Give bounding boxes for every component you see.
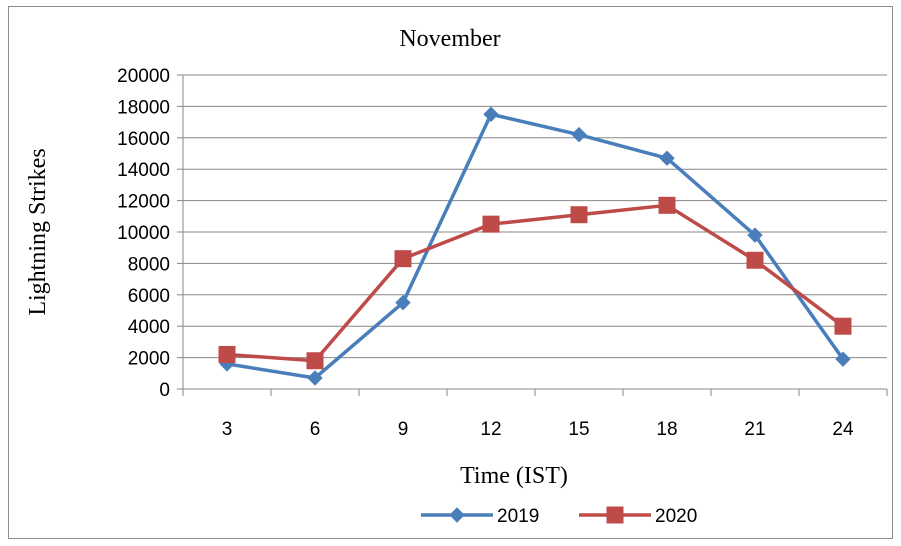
legend-label: 2020 xyxy=(655,506,697,527)
series-line xyxy=(226,203,845,363)
legend: 2019 2020 xyxy=(421,506,697,527)
data-point xyxy=(834,317,852,335)
data-point xyxy=(570,206,588,224)
y-tick-label: 8000 xyxy=(128,254,170,275)
x-tick-labels: 3 6 9 12 15 18 21 24 xyxy=(222,419,854,440)
chart-title: November xyxy=(399,26,500,52)
data-point xyxy=(746,251,764,269)
chart-frame xyxy=(8,6,893,539)
x-tick-label: 12 xyxy=(480,419,501,440)
x-tick-label: 24 xyxy=(832,419,854,440)
data-point xyxy=(747,227,763,243)
x-tick-label: 6 xyxy=(310,419,321,440)
y-tick-label: 18000 xyxy=(117,97,170,118)
y-tick-label: 2000 xyxy=(128,349,170,370)
axes xyxy=(177,74,888,396)
data-point xyxy=(394,250,412,268)
x-tick-label: 18 xyxy=(656,419,677,440)
y-tick-label: 16000 xyxy=(117,129,170,150)
x-tick-label: 3 xyxy=(222,419,233,440)
data-point xyxy=(658,196,676,214)
data-point xyxy=(483,106,499,122)
y-tick-label: 0 xyxy=(159,380,170,401)
data-point xyxy=(835,351,851,367)
legend-label: 2019 xyxy=(497,506,539,527)
y-axis-label: Lightning Strikes xyxy=(25,148,51,315)
y-tick-label: 6000 xyxy=(128,286,170,307)
data-point xyxy=(659,150,675,166)
y-tick-labels: 0 2000 4000 6000 8000 10000 12000 14000 16000 180… xyxy=(117,66,170,401)
series-2019 xyxy=(219,106,851,386)
y-tick-label: 14000 xyxy=(117,160,170,181)
x-axis-label: Time (IST) xyxy=(460,463,568,489)
data-point xyxy=(571,126,587,143)
x-tick-label: 15 xyxy=(568,419,589,440)
data-point xyxy=(307,370,323,386)
series-line xyxy=(226,112,845,380)
series-group xyxy=(218,106,852,386)
data-point xyxy=(218,345,236,363)
data-point xyxy=(306,352,324,370)
y-tick-label: 12000 xyxy=(117,192,170,213)
legend-item-2019: 2019 xyxy=(421,506,539,527)
series-2020 xyxy=(218,196,852,370)
gridlines xyxy=(183,74,887,359)
legend-marker xyxy=(606,506,624,524)
y-tick-label: 4000 xyxy=(128,317,170,338)
data-point xyxy=(395,294,411,311)
x-tick-label: 9 xyxy=(398,419,409,440)
data-point xyxy=(482,215,500,233)
legend-marker xyxy=(449,507,465,523)
y-tick-label: 10000 xyxy=(117,223,170,244)
y-tick-label: 20000 xyxy=(117,66,170,87)
x-tick-label: 21 xyxy=(744,419,765,440)
legend-item-2020: 2020 xyxy=(579,506,697,527)
